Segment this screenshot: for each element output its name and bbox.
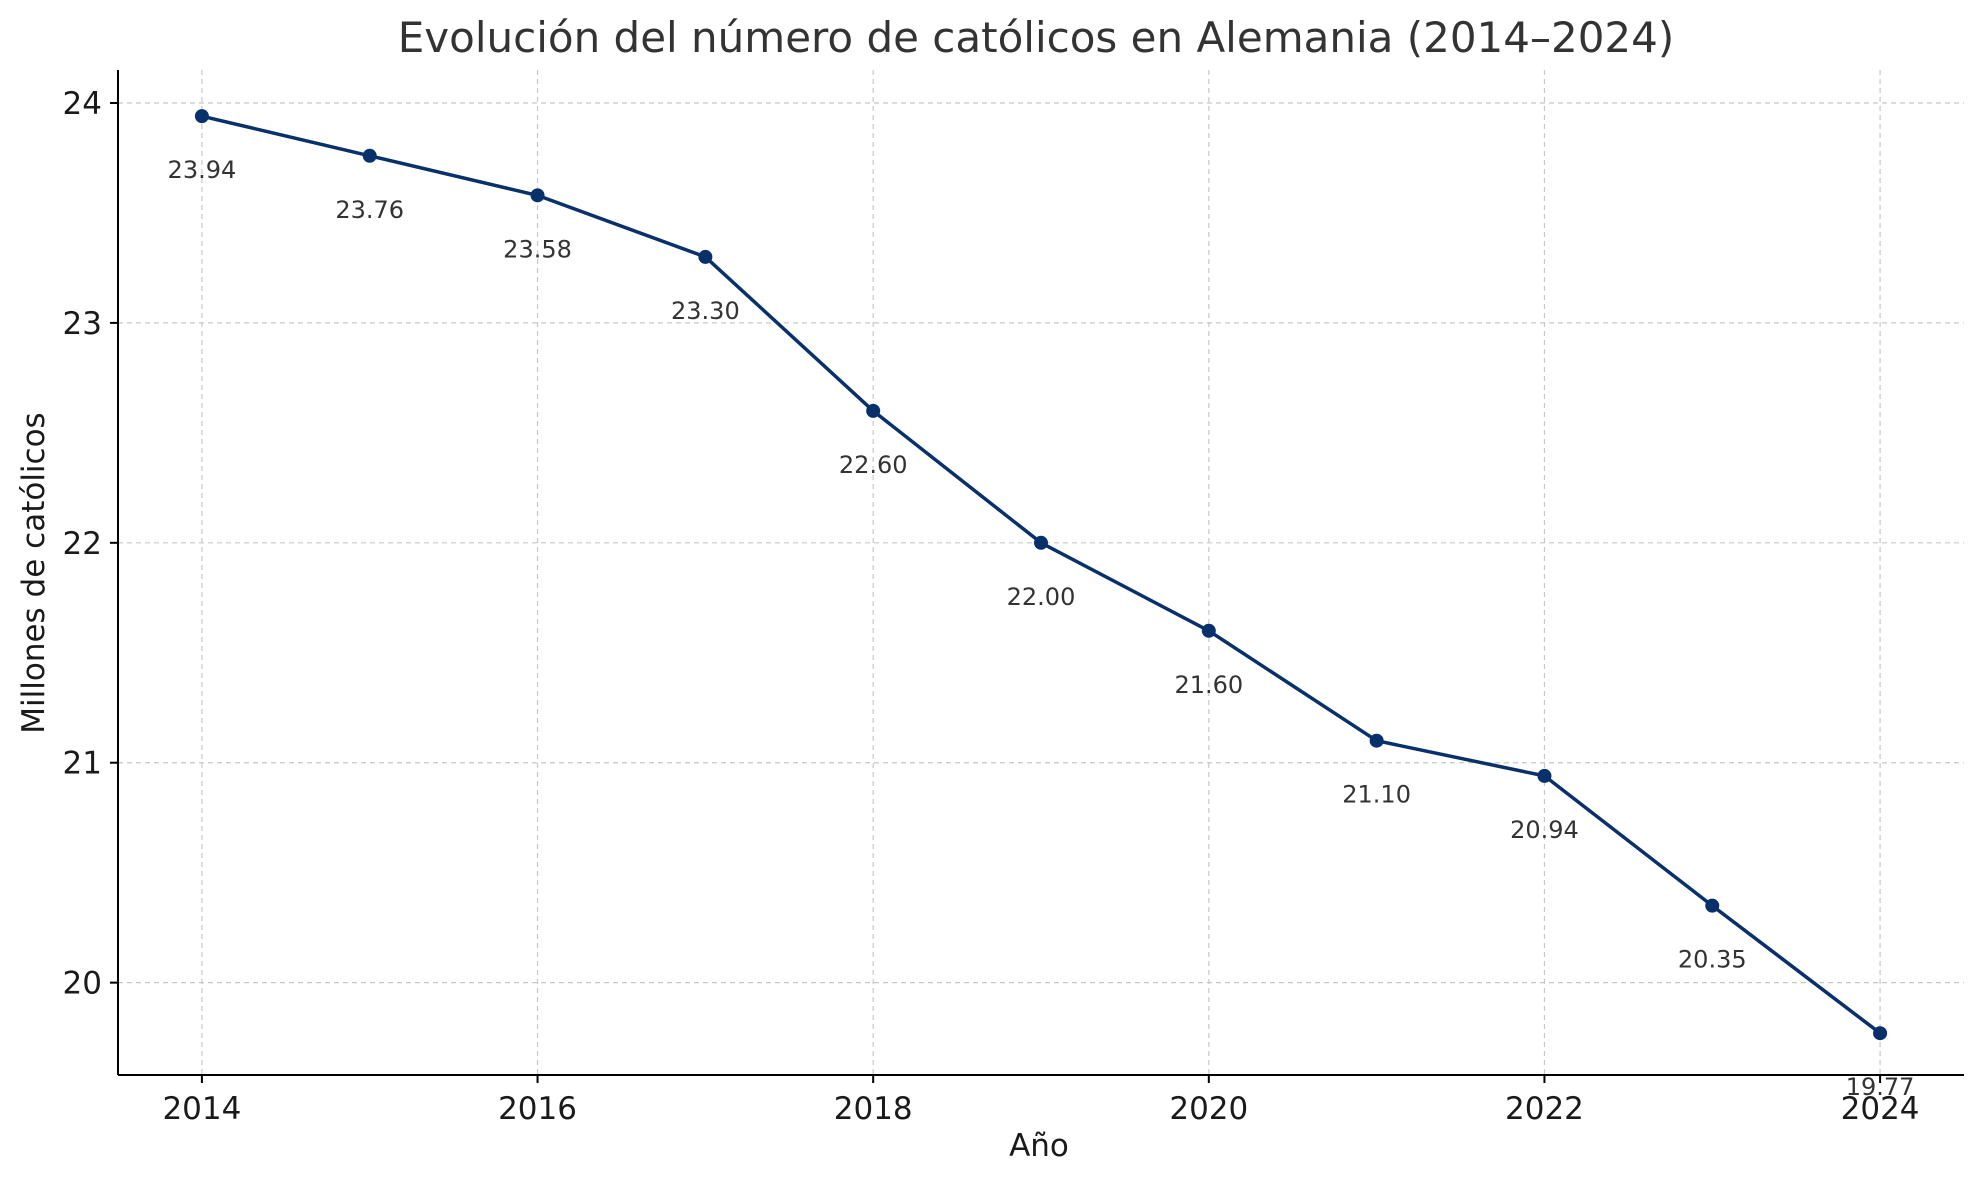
y-tick-label: 23 <box>63 306 102 342</box>
data-point <box>1369 733 1384 748</box>
data-labels: 23.94 23.76 23.58 23.30 22.60 22.00 21.60 21.10… <box>168 156 1915 1101</box>
y-tick-label: 22 <box>63 526 102 562</box>
data-point <box>1873 1026 1888 1041</box>
series-line <box>201 114 1882 1035</box>
data-label: 21.60 <box>1174 671 1243 699</box>
data-label: 23.58 <box>503 235 572 263</box>
x-tick-label: 2018 <box>834 1091 913 1127</box>
data-label: 22.60 <box>839 451 908 479</box>
data-point <box>866 403 881 418</box>
x-tick-label: 2014 <box>162 1091 241 1127</box>
series <box>194 109 1888 1041</box>
x-tick-label: 2020 <box>1169 1091 1248 1127</box>
x-tick-label: 2022 <box>1505 1091 1584 1127</box>
y-axis-label: Millones de católicos <box>16 412 52 733</box>
x-tick-label: 2024 <box>1841 1091 1920 1127</box>
chart-title: Evolución del número de católicos en Ale… <box>398 13 1675 62</box>
y-tick-label: 21 <box>63 746 102 782</box>
data-point <box>698 249 713 264</box>
data-label: 20.35 <box>1678 946 1747 974</box>
data-point <box>1034 535 1048 550</box>
data-label: 21.10 <box>1342 781 1411 809</box>
data-label: 23.94 <box>168 156 237 184</box>
axes: 2014 2016 2018 2020 2022 2024 20 21 22 23 24 <box>63 70 1964 1127</box>
data-label: 19.77 <box>1846 1073 1915 1101</box>
y-tick-label: 24 <box>63 86 102 122</box>
x-axis-label: Año <box>1009 1128 1069 1164</box>
data-point <box>1201 623 1216 638</box>
data-point <box>1537 768 1552 783</box>
data-label: 23.30 <box>671 297 740 325</box>
data-label: 22.00 <box>1007 583 1076 611</box>
data-label: 23.76 <box>335 196 404 224</box>
data-point <box>194 109 209 124</box>
x-tick-label: 2016 <box>498 1091 577 1127</box>
data-label: 20.94 <box>1510 816 1579 844</box>
data-point <box>530 188 545 203</box>
data-point <box>1705 898 1720 913</box>
y-tick-label: 20 <box>63 966 102 1002</box>
data-point <box>362 148 377 163</box>
